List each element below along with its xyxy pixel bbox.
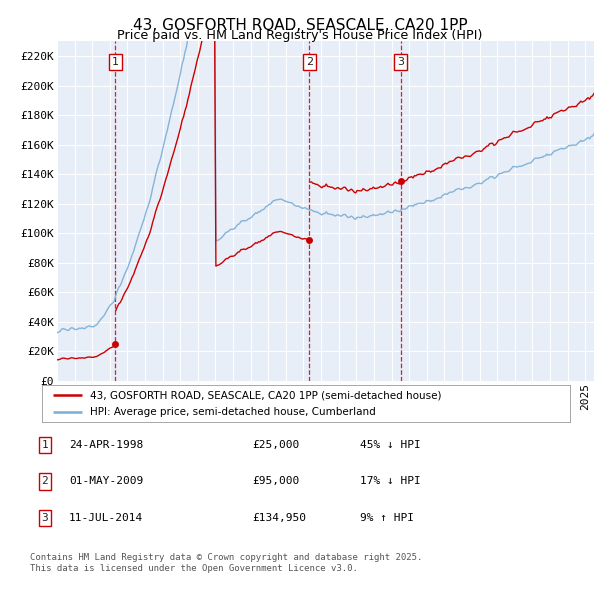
Text: £95,000: £95,000: [252, 477, 299, 486]
Text: HPI: Average price, semi-detached house, Cumberland: HPI: Average price, semi-detached house,…: [89, 407, 375, 417]
Text: Contains HM Land Registry data © Crown copyright and database right 2025.
This d: Contains HM Land Registry data © Crown c…: [30, 553, 422, 573]
Text: 11-JUL-2014: 11-JUL-2014: [69, 513, 143, 523]
Text: 17% ↓ HPI: 17% ↓ HPI: [360, 477, 421, 486]
Text: 2: 2: [41, 477, 49, 486]
Text: 3: 3: [41, 513, 49, 523]
Text: 1: 1: [112, 57, 119, 67]
Text: 24-APR-1998: 24-APR-1998: [69, 440, 143, 450]
Text: 3: 3: [397, 57, 404, 67]
Text: 45% ↓ HPI: 45% ↓ HPI: [360, 440, 421, 450]
Text: Price paid vs. HM Land Registry's House Price Index (HPI): Price paid vs. HM Land Registry's House …: [118, 30, 482, 42]
Text: 9% ↑ HPI: 9% ↑ HPI: [360, 513, 414, 523]
Text: 43, GOSFORTH ROAD, SEASCALE, CA20 1PP (semi-detached house): 43, GOSFORTH ROAD, SEASCALE, CA20 1PP (s…: [89, 390, 441, 400]
Text: 43, GOSFORTH ROAD, SEASCALE, CA20 1PP: 43, GOSFORTH ROAD, SEASCALE, CA20 1PP: [133, 18, 467, 33]
Text: 01-MAY-2009: 01-MAY-2009: [69, 477, 143, 486]
Text: £134,950: £134,950: [252, 513, 306, 523]
Text: 1: 1: [41, 440, 49, 450]
Text: £25,000: £25,000: [252, 440, 299, 450]
Text: 2: 2: [306, 57, 313, 67]
